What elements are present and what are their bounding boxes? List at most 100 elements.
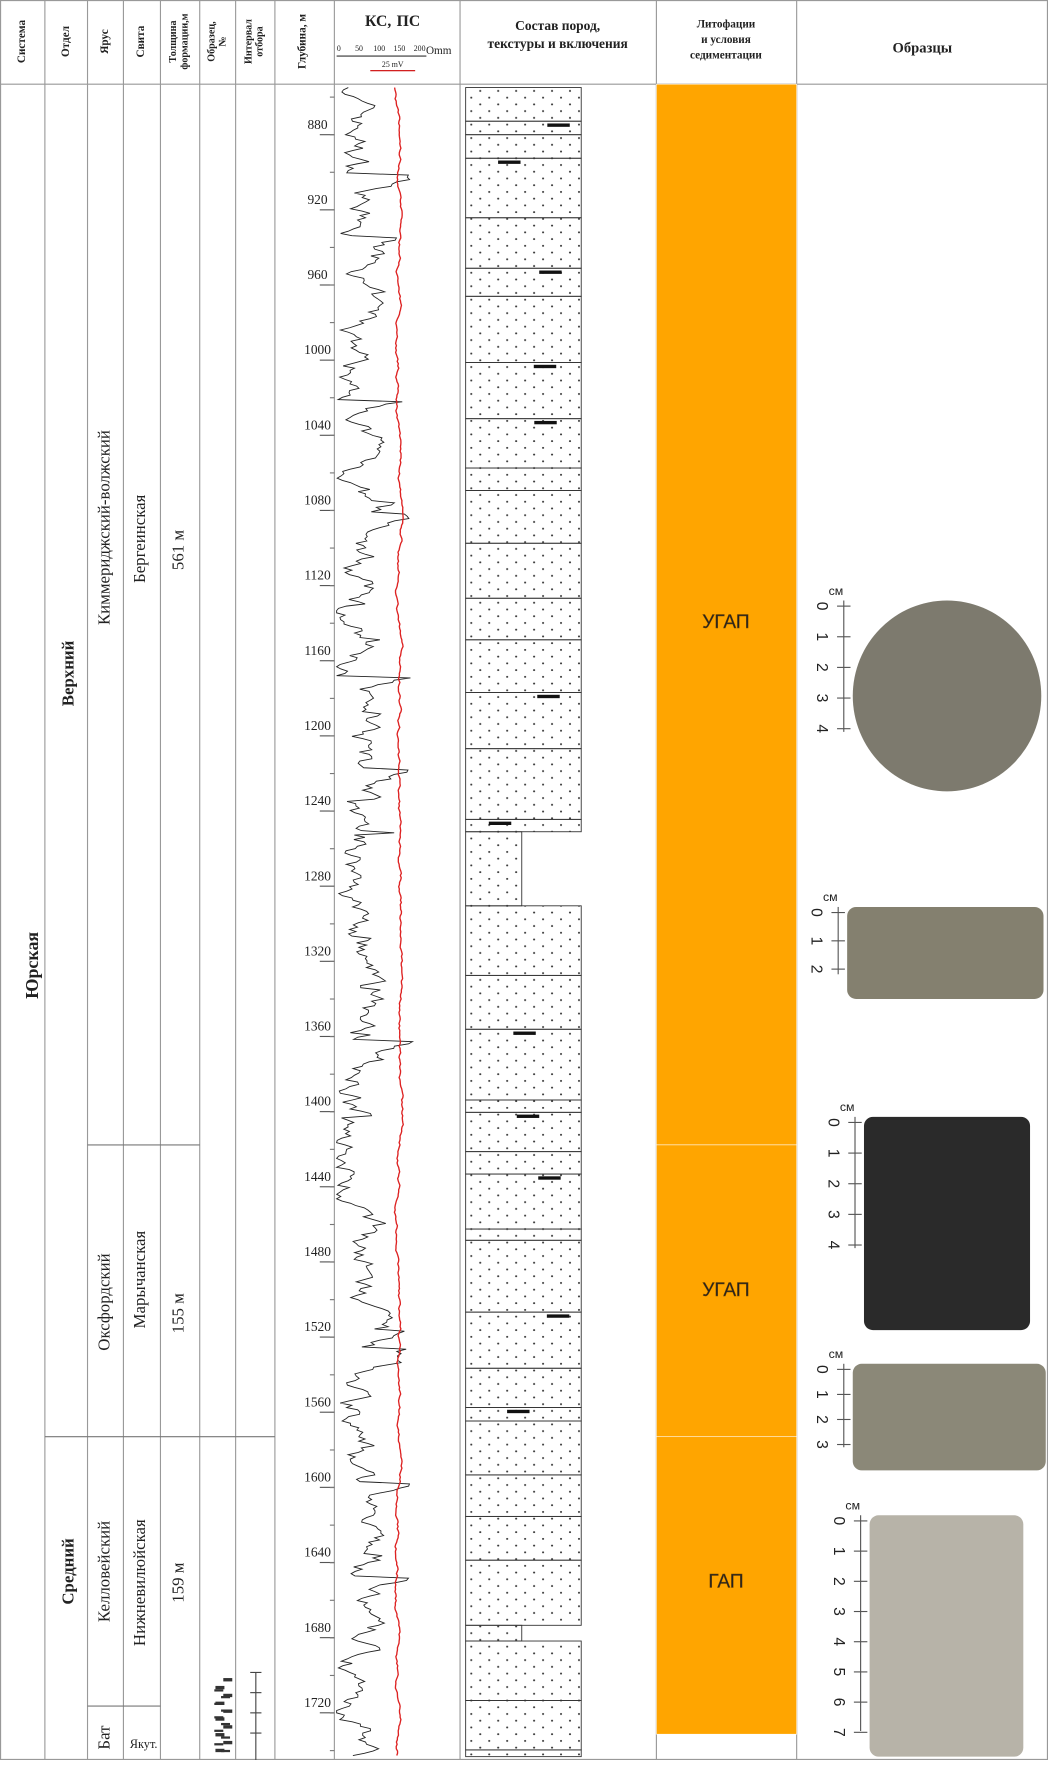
ruler-label: 3 [830, 1607, 847, 1616]
sample-mark [221, 1736, 230, 1738]
depth-label: 1120 [304, 568, 331, 583]
ruler-label: 3 [813, 1440, 830, 1449]
lithology-bed [466, 1368, 582, 1407]
lithology-bed [466, 491, 582, 544]
thickness: 155 м [168, 1293, 187, 1333]
inclusion [534, 421, 556, 424]
depth-label: 1000 [304, 342, 331, 357]
lithology-bed [466, 1641, 582, 1700]
depth-label: 1160 [304, 643, 331, 658]
ruler-label: 4 [830, 1637, 847, 1646]
lithology-bed [466, 296, 582, 362]
lithology-bed [466, 749, 582, 820]
lithology-bed [466, 121, 582, 134]
lithology-bed [466, 468, 582, 490]
division: Средний [58, 1538, 77, 1605]
division: Верхний [58, 640, 77, 706]
lithology-bed [466, 1029, 582, 1100]
sample-mark [214, 1743, 223, 1745]
column-header: седиментации [690, 50, 762, 62]
log-scale: 200 [414, 44, 426, 53]
photo-unit: см [845, 1499, 860, 1513]
depth-label: 1080 [304, 493, 331, 508]
column-header: Глубина, м [297, 14, 309, 69]
depth-label: 1440 [304, 1169, 331, 1184]
sample-mark [221, 1709, 230, 1711]
lithology-bed [466, 1152, 582, 1174]
facies-label: УГАП [702, 612, 749, 633]
ps-scale: 25 mV [382, 60, 404, 69]
depth-label: 1040 [304, 417, 331, 432]
lithology-bed [466, 88, 582, 122]
column-header: Толщина [168, 20, 179, 62]
ruler-label: 7 [830, 1728, 847, 1737]
lithology-bed [466, 1312, 582, 1368]
lithology-bed [466, 1112, 582, 1151]
stage: Бат [94, 1725, 113, 1750]
sample-photo [870, 1515, 1024, 1756]
lithology-bed [466, 975, 582, 1029]
ruler-label: 1 [808, 936, 825, 945]
sample-mark [223, 1725, 232, 1728]
facies-label: УГАП [702, 1280, 749, 1301]
lithology-bed [466, 906, 582, 976]
suite: Бергеинская [130, 494, 149, 583]
inclusion [513, 1032, 535, 1035]
lithology-bed [466, 1701, 582, 1750]
depth-label: 960 [307, 267, 327, 282]
sample-mark [215, 1733, 224, 1736]
ruler-label: 2 [824, 1179, 841, 1188]
depth-label: 880 [307, 117, 327, 132]
lithology-bed [466, 693, 582, 749]
lithology-bed [466, 218, 582, 269]
suite: Якут. [130, 1737, 158, 1751]
inclusion [539, 271, 561, 274]
geologic-log: СистемаОтделЯрусСвитаТолщинаформации,мОб… [0, 0, 1048, 1760]
lithology-bed [466, 1516, 582, 1560]
lithology-bed [466, 419, 582, 468]
inclusion [534, 365, 556, 368]
depth-label: 1600 [304, 1469, 331, 1484]
ruler-label: 1 [824, 1149, 841, 1158]
sample-mark [214, 1689, 223, 1691]
sample-mark [214, 1703, 223, 1705]
photo-unit: см [840, 1100, 855, 1114]
lithology-bed [466, 135, 582, 159]
suite: Марычанская [130, 1230, 149, 1328]
sample-mark [221, 1750, 230, 1752]
ruler-label: 0 [808, 908, 825, 917]
ruler-label: 4 [824, 1241, 841, 1250]
sample-mark [214, 1730, 223, 1732]
stage: Киммериджский-волжский [94, 430, 113, 625]
ruler-label: 3 [824, 1210, 841, 1219]
lithology-bed [466, 268, 582, 296]
photo-unit: см [829, 1347, 844, 1361]
depth-label: 1520 [304, 1319, 331, 1334]
lithology-bed [466, 1750, 582, 1757]
ruler-label: 2 [830, 1577, 847, 1586]
sample-mark [215, 1686, 224, 1689]
inclusion [547, 123, 569, 126]
system: Юрская [22, 932, 42, 999]
depth-label: 1720 [304, 1695, 331, 1710]
column-header: Свита [135, 25, 147, 57]
log-header: КС, [365, 13, 391, 30]
ruler-label: 0 [813, 1365, 830, 1374]
lithology-bed [466, 1475, 582, 1517]
ruler-label: 3 [813, 694, 830, 703]
lithology-bed [466, 1421, 582, 1475]
log-scale: 150 [394, 44, 406, 53]
inclusion [507, 1410, 529, 1413]
lithology-bed [466, 1229, 582, 1240]
ruler-label: 0 [824, 1118, 841, 1127]
column-header: Состав пород, [515, 18, 600, 33]
sample-photo [853, 601, 1042, 792]
lithology-bed [466, 543, 582, 598]
depth-label: 1400 [304, 1094, 331, 1109]
sample-mark [223, 1741, 232, 1744]
ruler-label: 1 [813, 1390, 830, 1399]
photo-unit: см [829, 584, 844, 598]
column-header: Литофации [697, 18, 756, 30]
log-unit: Omm [426, 45, 452, 57]
sample-photo [864, 1117, 1030, 1330]
